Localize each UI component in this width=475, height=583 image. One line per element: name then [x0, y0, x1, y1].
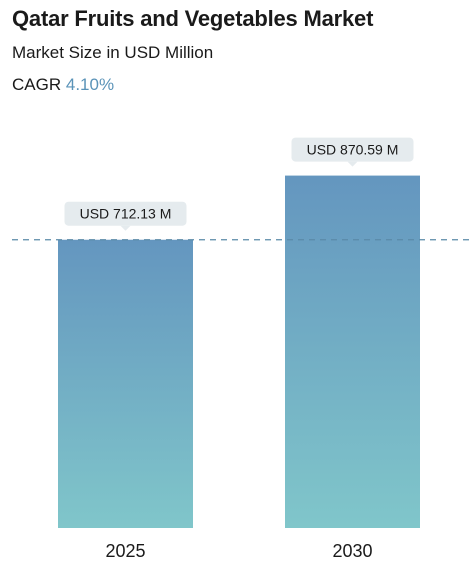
- x-tick-label-2025: 2025: [105, 541, 145, 561]
- chart-subtitle: Market Size in USD Million: [12, 43, 214, 62]
- cagr-line: CAGR 4.10%: [12, 75, 114, 95]
- bar-2030: [285, 175, 420, 528]
- x-tick-label-2030: 2030: [332, 541, 372, 561]
- data-label-pointer-2025: [120, 225, 131, 231]
- bar-2025: [58, 239, 193, 528]
- data-label-box-2025: [64, 201, 187, 226]
- data-label-box-2030: [291, 137, 414, 162]
- data-label-2025: USD 712.13 M: [80, 206, 172, 222]
- data-label-2030: USD 870.59 M: [307, 142, 399, 158]
- data-label-pointer-2030: [347, 161, 358, 167]
- cagr-value: 4.10%: [65, 75, 115, 94]
- cagr-label: CAGR: [12, 75, 62, 94]
- chart-title: Qatar Fruits and Vegetables Market: [12, 6, 374, 31]
